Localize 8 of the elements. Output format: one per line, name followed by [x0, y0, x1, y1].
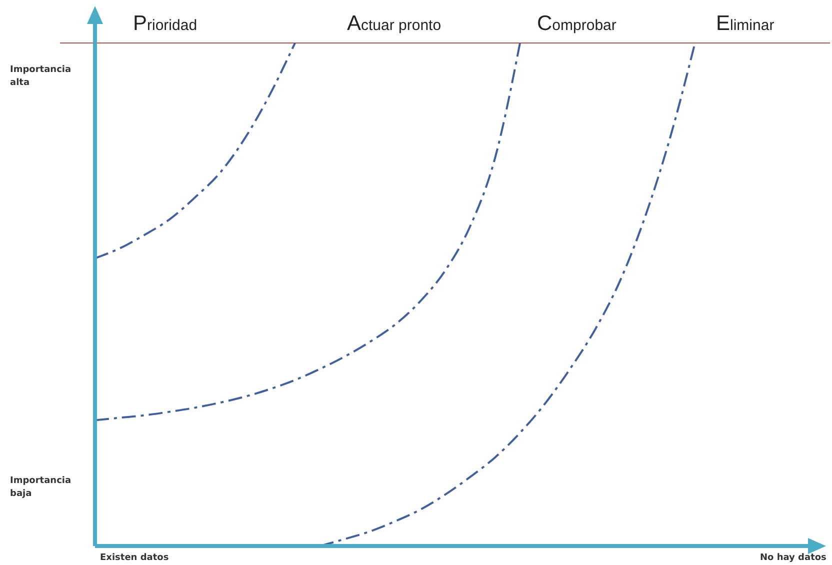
text: Importancia baja — [10, 476, 72, 499]
text: Comprobar — [537, 12, 616, 35]
text: Actuar pronto — [347, 12, 442, 35]
text: No hay datos — [760, 553, 826, 563]
text: Importancia alta — [10, 65, 72, 88]
text: Prioridad — [133, 12, 198, 35]
text: Eliminar — [716, 12, 774, 35]
text: Existen datos — [100, 553, 169, 563]
